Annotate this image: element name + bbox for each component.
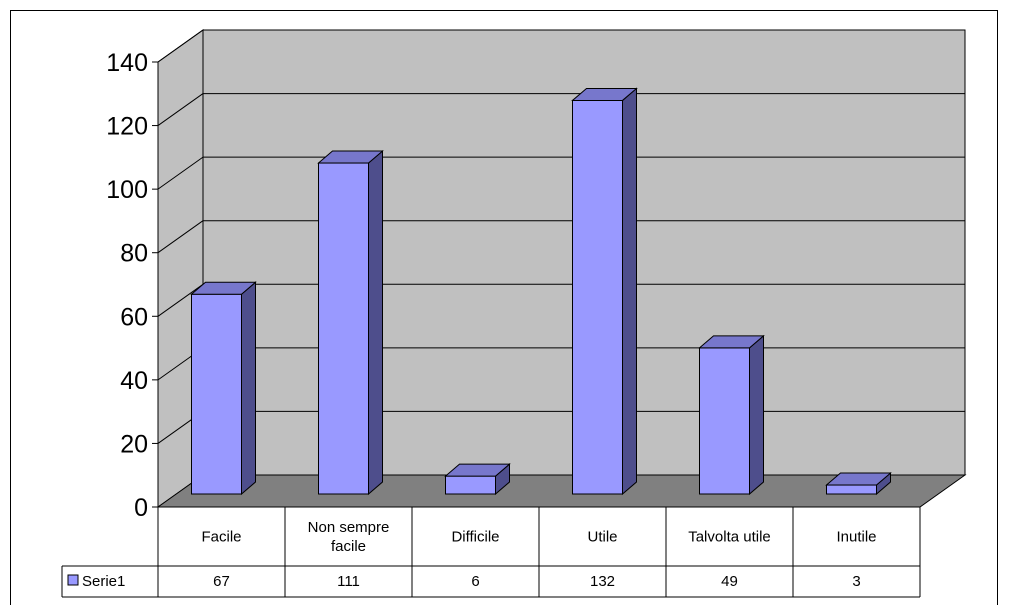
legend-swatch xyxy=(67,574,79,586)
data-value-label: 3 xyxy=(852,573,860,590)
category-label: facile xyxy=(331,538,366,555)
legend-series-name: Serie1 xyxy=(82,573,125,590)
y-tick-label: 100 xyxy=(106,176,148,204)
bar-difficile xyxy=(445,475,496,495)
bar-top xyxy=(698,335,765,349)
bar-top xyxy=(825,472,892,486)
gridline-side xyxy=(157,283,204,317)
bar-side xyxy=(368,149,383,496)
bar-top xyxy=(571,87,638,101)
y-tick-label: 120 xyxy=(106,113,148,141)
data-value-label: 6 xyxy=(471,573,479,590)
data-value-label: 111 xyxy=(337,573,360,590)
bar-top xyxy=(190,281,257,295)
bar-side xyxy=(622,87,637,496)
bar-utile xyxy=(572,99,623,495)
category-label: Inutile xyxy=(836,529,876,546)
bar-side xyxy=(749,334,764,496)
bars xyxy=(190,87,892,496)
data-value-label: 132 xyxy=(590,573,615,590)
y-axis: 0 20 40 60 80 100 120 140 xyxy=(106,49,159,522)
bar-side xyxy=(241,281,256,496)
data-value-label: 49 xyxy=(721,573,738,590)
gridline-side xyxy=(157,156,204,190)
bar-talvolta-utile xyxy=(699,347,750,495)
y-tick-label: 20 xyxy=(120,430,148,458)
category-label: Talvolta utile xyxy=(688,529,771,546)
y-tick-label: 140 xyxy=(106,49,148,77)
y-tick-label: 80 xyxy=(120,240,148,268)
bar-inutile xyxy=(826,484,877,495)
category-label: Non sempre xyxy=(308,519,390,536)
bar-top xyxy=(317,150,384,164)
plot-walls xyxy=(156,29,967,508)
gridline-side xyxy=(157,93,204,126)
category-label: Facile xyxy=(201,529,241,546)
gridline-side xyxy=(157,29,204,63)
y-tick-label: 0 xyxy=(134,494,148,522)
category-label: Utile xyxy=(587,529,617,546)
y-tick-label: 40 xyxy=(120,367,148,395)
bar-facile xyxy=(191,293,242,495)
bar-top xyxy=(444,463,511,477)
y-tick-label: 60 xyxy=(120,303,148,331)
data-value-label: 67 xyxy=(213,573,230,590)
bar-non-sempre-facile xyxy=(318,162,369,495)
category-label: Difficile xyxy=(451,529,499,546)
data-table: Serie1 Facile 67 Non sempre facile 111 Diffici… xyxy=(61,506,921,598)
gridline-side xyxy=(157,220,204,254)
